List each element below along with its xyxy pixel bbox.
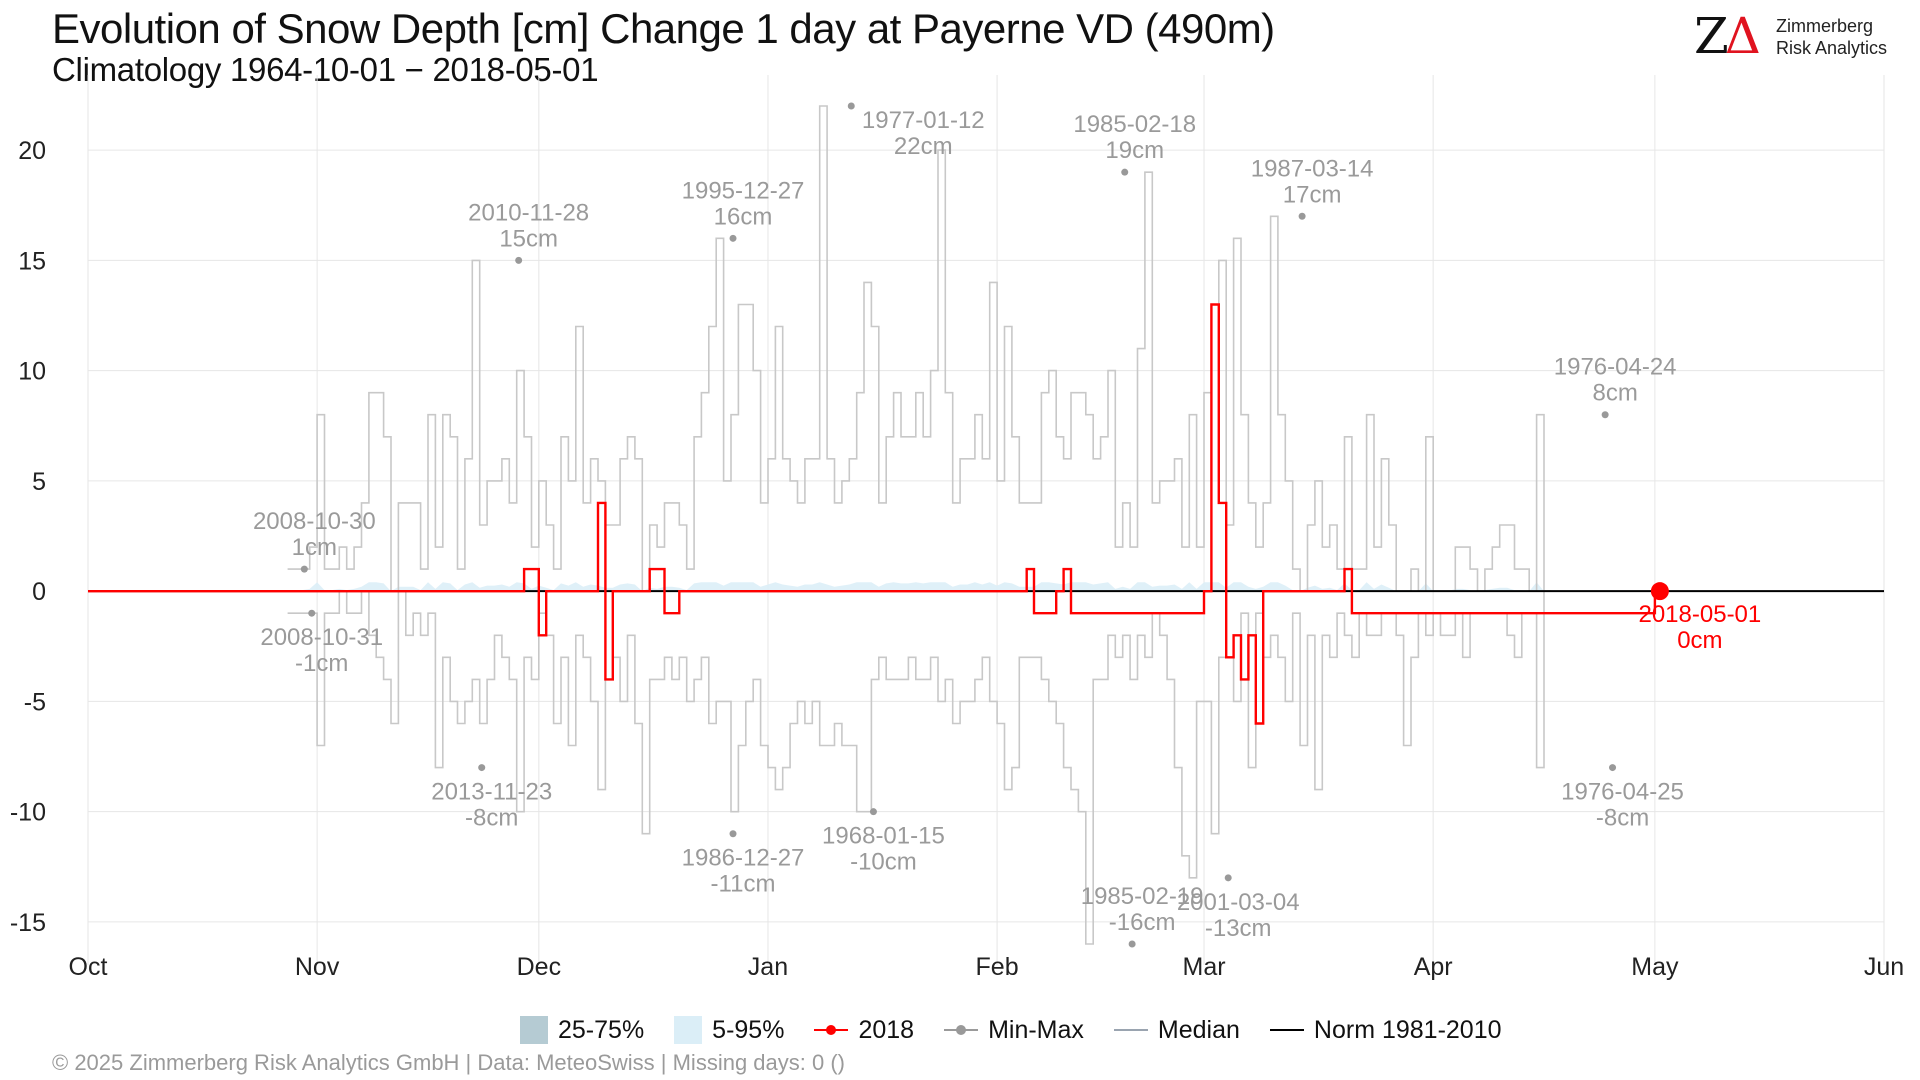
extreme-date-label: 2008-10-31 [260,624,383,651]
extreme-value-label: -8cm [465,805,518,832]
extreme-point [729,830,737,838]
y-tick-label: 10 [18,358,46,386]
extreme-point [308,609,316,617]
extreme-date-label: 2010-11-28 [468,199,589,226]
extreme-date-label: 1987-03-14 [1251,155,1374,182]
current-value-label: 0cm [1677,627,1722,654]
chart-title: Evolution of Snow Depth [cm] Change 1 da… [52,5,1275,52]
extreme-value-label: 1cm [292,534,337,561]
extreme-value-label: -10cm [850,849,917,876]
x-tick-label: Jan [748,953,788,981]
extreme-date-label: 1968-01-15 [822,823,945,850]
legend-swatch-5-95 [674,1016,703,1044]
y-tick-label: 15 [18,247,46,275]
extreme-value-label: 19cm [1105,137,1164,164]
minmax-lower-line [287,590,1552,945]
y-tick-label: 0 [32,578,46,606]
extreme-date-label: 1985-02-19 [1081,883,1204,910]
y-tick-label: -15 [10,909,46,937]
extreme-date-label: 1976-04-25 [1561,779,1684,806]
legend-label-norm: Norm 1981-2010 [1313,1015,1502,1044]
extreme-date-label: 1985-02-18 [1073,111,1196,138]
x-tick-label: Dec [517,953,561,981]
extreme-date-label: 1977-01-12 [862,107,985,134]
logo-line-2: Risk Analytics [1776,38,1888,58]
legend-key-2018 [814,1020,849,1040]
y-tick-label: -10 [10,799,46,827]
chart-subtitle: Climatology 1964-10-01 − 2018-05-01 [52,51,599,88]
legend-item-25-75: 25-75% [520,1016,644,1045]
legend-key-minmax [944,1020,979,1040]
legend-label-25-75: 25-75% [558,1015,645,1044]
footer-credit: © 2025 Zimmerberg Risk Analytics GmbH | … [52,1050,845,1075]
legend-item-2018: 2018 [814,1016,914,1045]
extreme-value-label: -13cm [1205,915,1272,942]
legend-label-median: Median [1157,1015,1240,1044]
extreme-point [1298,212,1306,220]
legend-label-5-95: 5-95% [712,1015,785,1044]
extreme-value-label: 16cm [714,203,773,230]
x-tick-label: May [1631,953,1679,981]
y-tick-label: -5 [24,688,46,716]
extreme-date-label: 2001-03-04 [1177,889,1300,916]
legend-item-median: Median [1113,1015,1240,1045]
current-point [1650,582,1669,601]
y-tick-label: 20 [18,137,46,165]
x-tick-label: Feb [976,953,1019,981]
current-date-label: 2018-05-01 [1638,601,1761,628]
x-tick-label: Jun [1864,953,1904,981]
x-tick-label: Nov [295,953,340,981]
x-tick-label: Mar [1183,953,1226,981]
logo-line-1: Zimmerberg [1776,16,1874,36]
extreme-point [869,808,877,816]
legend-key-median [1113,1020,1148,1040]
extreme-value-label: 15cm [499,225,558,252]
extreme-date-label: 1986-12-27 [682,845,805,872]
extreme-date-label: 2008-10-30 [253,508,376,535]
extreme-value-label: -1cm [295,650,348,677]
minmax-upper-line [287,105,1552,592]
extreme-value-label: 8cm [1592,380,1637,407]
extreme-value-label: -16cm [1109,909,1176,936]
extreme-point [1224,874,1232,882]
extreme-date-label: 1995-12-27 [682,177,805,204]
legend-key-norm [1269,1020,1304,1040]
legend-item-norm: Norm 1981-2010 [1269,1015,1502,1045]
band-5-95 [287,582,1545,592]
company-logo: ZΔ Zimmerberg Risk Analytics [1694,10,1894,64]
extreme-date-label: 1976-04-24 [1554,354,1677,381]
extreme-point [847,102,855,110]
y-tick-label: 5 [32,468,46,496]
logo-text: Zimmerberg Risk Analytics [1776,15,1887,59]
legend-item-minmax: Min-Max [944,1016,1084,1045]
legend-swatch-25-75 [520,1016,548,1044]
extreme-date-label: 2013-11-23 [431,779,552,806]
extreme-value-label: 17cm [1283,181,1342,208]
extreme-point [515,256,523,264]
legend-label-2018: 2018 [858,1015,915,1044]
legend-item-5-95: 5-95% [674,1016,784,1045]
chart-legend: 25-75% 5-95% 2018 Min-Max Median Norm 19… [520,1013,1532,1047]
extreme-value-label: 22cm [894,133,953,160]
extreme-point [729,234,737,242]
snow-depth-chart: -15 -10 -5 0 5 10 15 20 Oct Nov Dec Jan Feb Mar Apr May… [10,75,1904,981]
extreme-value-label: -8cm [1596,805,1649,832]
extreme-point [1601,411,1609,419]
extreme-point [300,565,308,573]
extreme-point [1121,168,1129,176]
extreme-point [1609,764,1617,772]
extreme-point [1128,940,1136,948]
extreme-point [478,764,486,772]
x-tick-label: Apr [1414,953,1453,981]
year-2018-line [88,303,1663,725]
x-tick-label: Oct [69,953,108,981]
extreme-value-label: -11cm [711,871,776,898]
legend-label-minmax: Min-Max [988,1015,1084,1044]
logo-mark: ZΔ [1694,7,1761,65]
